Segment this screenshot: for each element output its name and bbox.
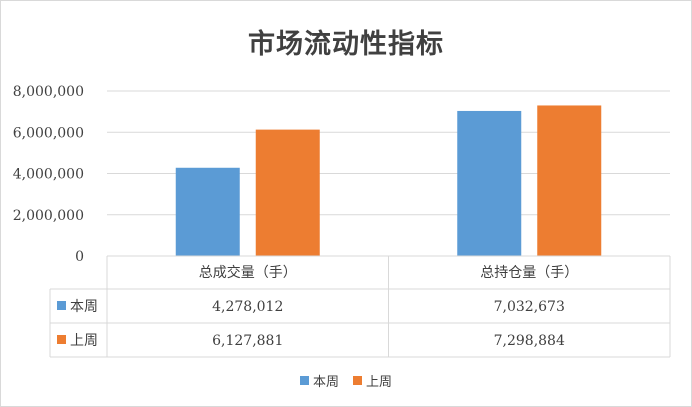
chart-title: 市场流动性指标	[248, 29, 444, 60]
legend-swatch-this-week	[299, 376, 309, 385]
data-label: 7,032,673	[494, 299, 565, 315]
legend: 本周 上周	[0, 371, 692, 390]
bar-this-week	[175, 167, 240, 256]
bar-this-week	[457, 110, 522, 257]
table-legend-swatch	[57, 301, 66, 310]
data-label: 6,127,881	[212, 333, 283, 349]
table-series-label: 上周	[70, 333, 98, 349]
legend-item-last-week: 上周	[353, 371, 392, 390]
x-tick-label: 总持仓量（手）	[480, 265, 578, 281]
bar-last-week	[255, 129, 320, 256]
data-label: 4,278,012	[212, 299, 283, 315]
y-tick-label: 2,000,000	[13, 208, 84, 224]
table-legend-swatch	[57, 335, 66, 344]
y-tick-label: 4,000,000	[13, 167, 84, 183]
table-series-label: 本周	[70, 299, 98, 315]
data-label: 7,298,884	[494, 333, 565, 349]
x-tick-label: 总成交量（手）	[199, 264, 297, 281]
legend-item-this-week: 本周	[299, 371, 339, 390]
y-tick-label: 6,000,000	[13, 125, 84, 141]
legend-swatch-last-week	[353, 376, 362, 385]
bar-last-week	[537, 105, 602, 257]
legend-label-last-week: 上周	[366, 375, 393, 390]
y-tick-label: 8,000,000	[13, 84, 84, 100]
y-tick-label: 0	[75, 249, 84, 265]
legend-label-this-week: 本周	[312, 375, 339, 390]
